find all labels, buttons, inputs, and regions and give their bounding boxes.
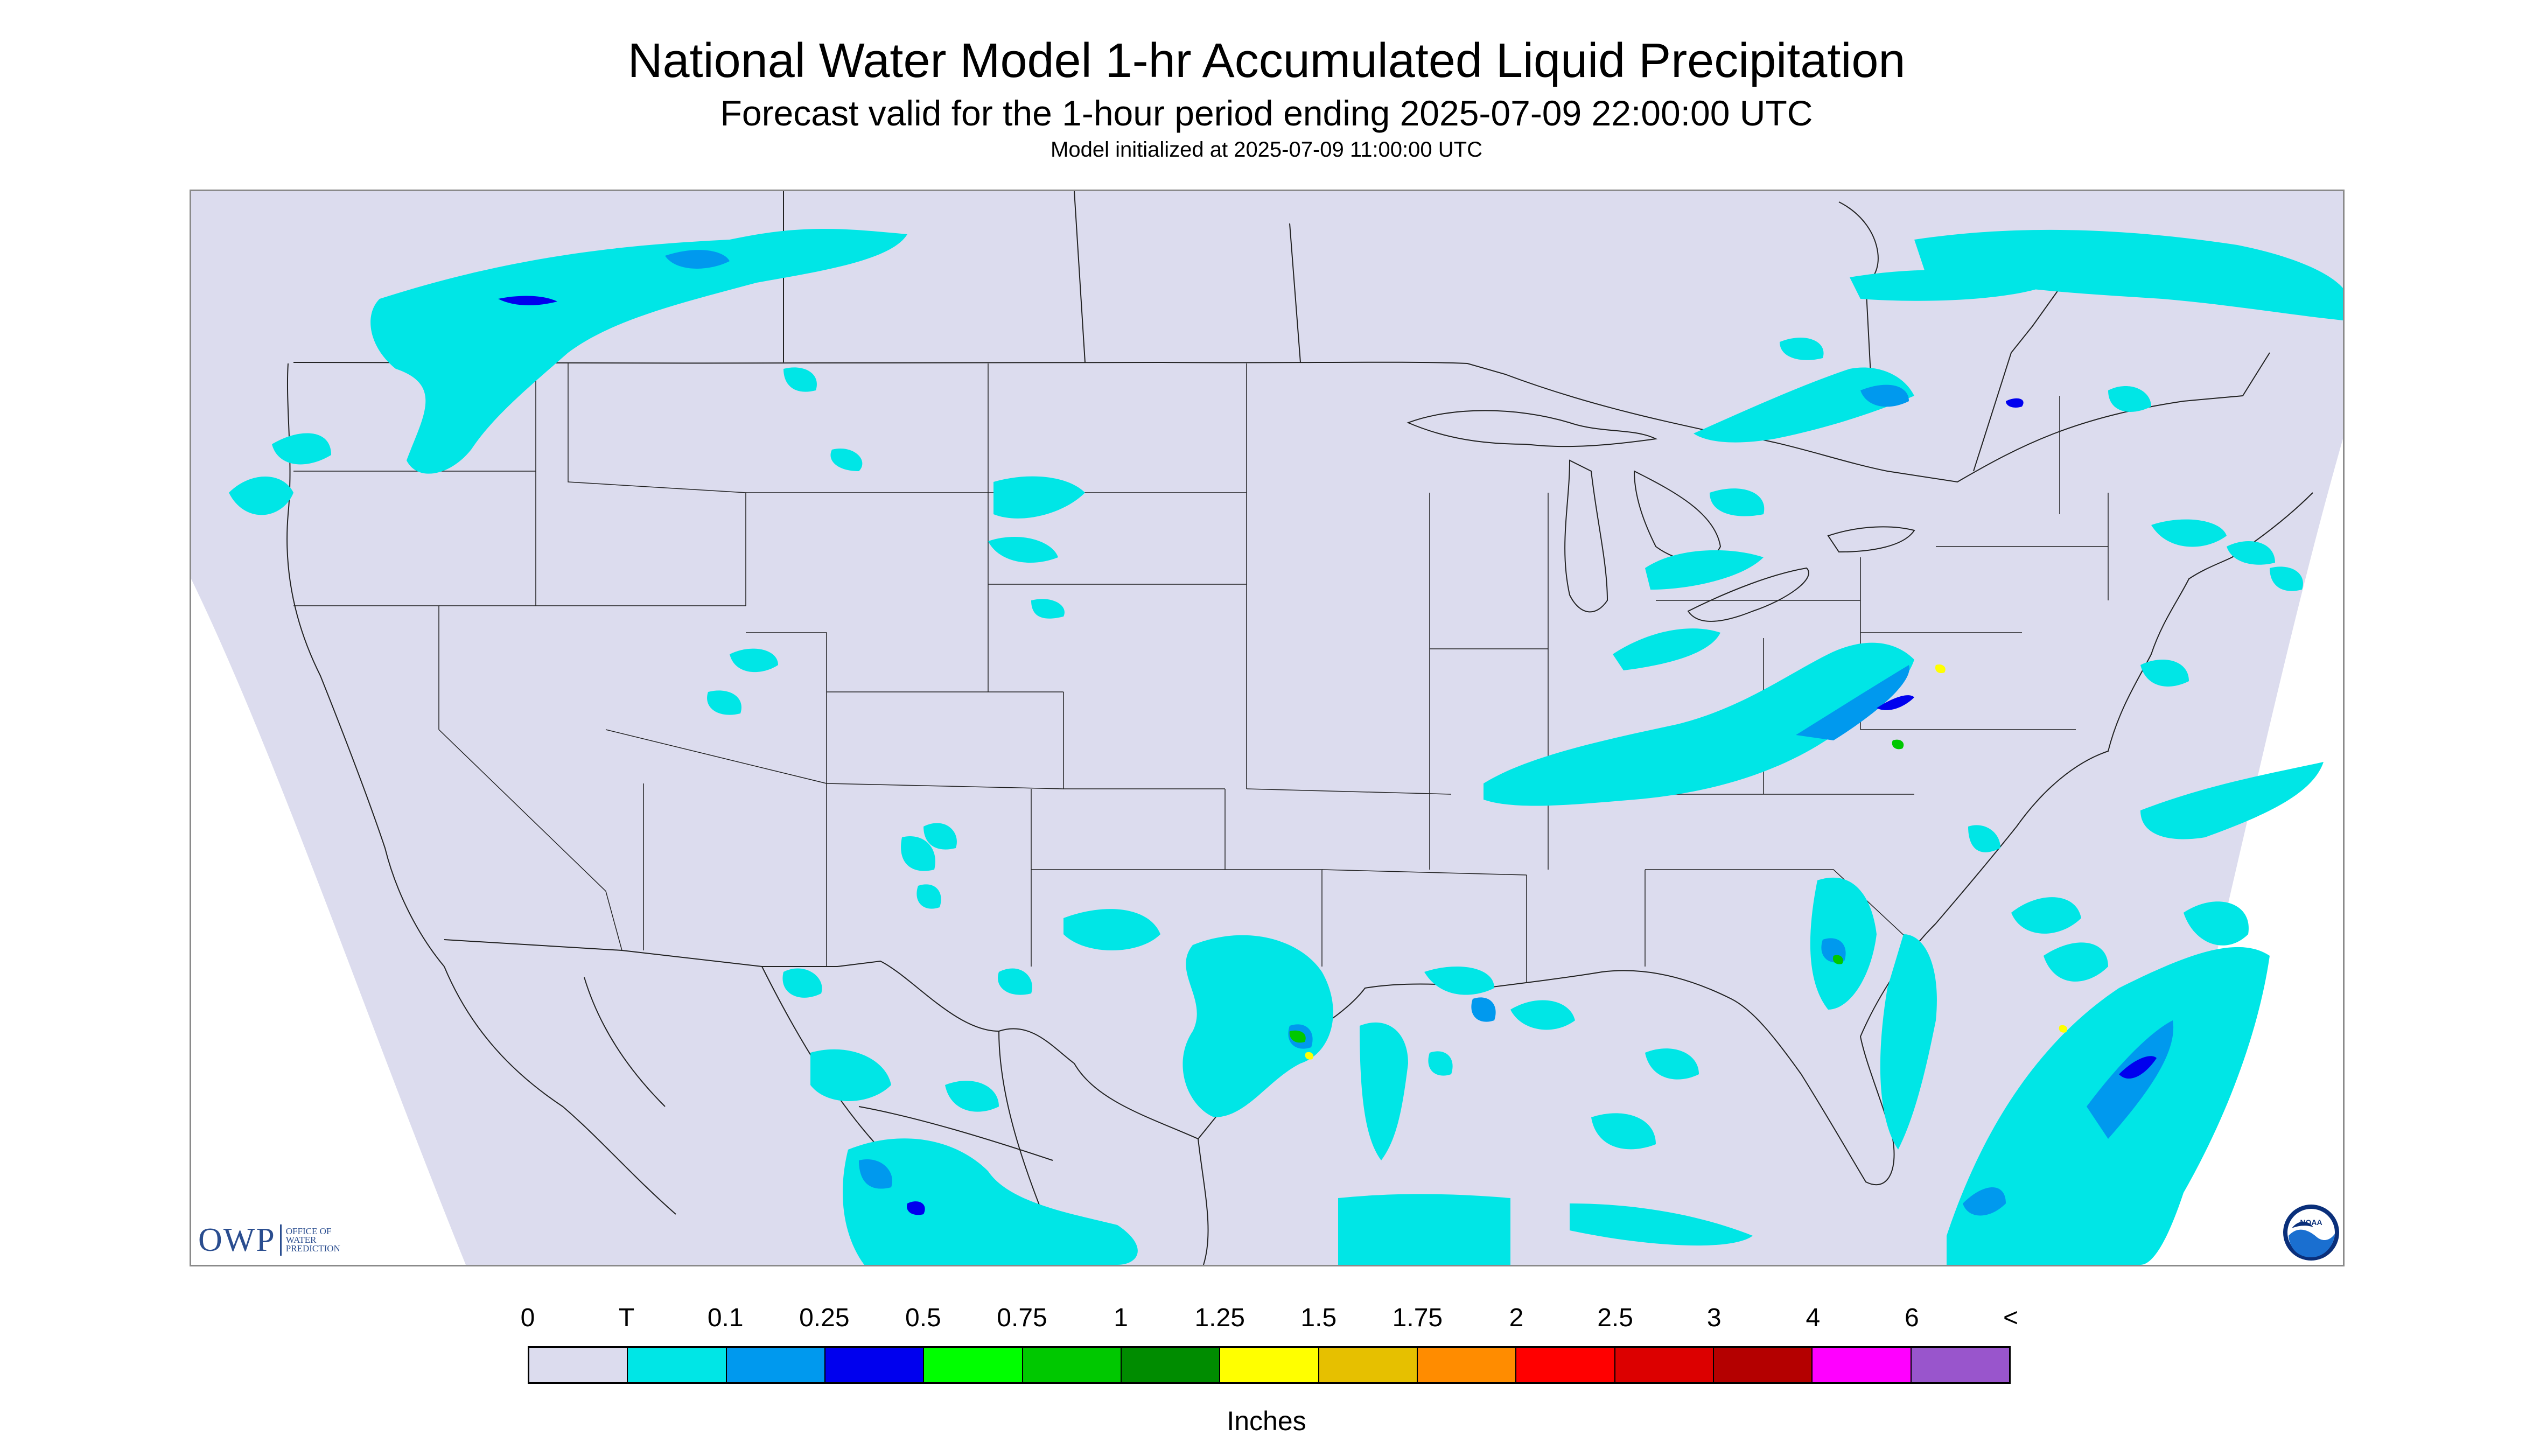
map-title: National Water Model 1-hr Accumulated Li…	[627, 34, 1906, 88]
legend-swatch	[1615, 1348, 1714, 1382]
legend-tick-label: <	[2003, 1304, 2019, 1332]
legend-tick-label: 2	[1509, 1304, 1524, 1332]
legend-swatch	[1220, 1348, 1319, 1382]
legend-swatch	[726, 1348, 825, 1382]
legend-tick-label: 1.5	[1300, 1304, 1337, 1332]
legend-swatch	[1911, 1348, 2009, 1382]
legend-tick-label: 0.25	[799, 1304, 850, 1332]
legend-swatch	[1713, 1348, 1813, 1382]
us-canada-border	[293, 352, 2270, 483]
legend-swatch	[529, 1348, 628, 1382]
precipitation-areas	[229, 229, 2343, 1265]
legend-swatch	[1023, 1348, 1122, 1382]
owp-subtext-line-2: WATER	[285, 1235, 317, 1245]
state-lines	[293, 363, 2109, 983]
us-mexico-border	[444, 939, 1199, 1139]
legend-tick-label: 4	[1806, 1304, 1821, 1332]
precip-heavy	[1289, 739, 1904, 1043]
legend-units: Inches	[1227, 1406, 1306, 1436]
precipitation-map	[190, 190, 2345, 1266]
legend-swatch	[628, 1348, 727, 1382]
legend-tick-label: T	[618, 1304, 635, 1332]
owp-logo-subtext: OFFICE OF WATER PREDICTION	[286, 1227, 340, 1253]
precip-moderate	[498, 296, 2157, 1215]
gulf-coastline	[1198, 826, 2017, 1186]
noaa-logo-icon: NOAA	[2283, 1205, 2339, 1261]
legend-swatch	[1121, 1348, 1221, 1382]
legend-tick-label: 0.75	[997, 1304, 1047, 1332]
svg-text:NOAA: NOAA	[2300, 1218, 2322, 1227]
owp-subtext-line-1: OFFICE OF	[285, 1226, 332, 1236]
legend-swatch	[825, 1348, 925, 1382]
legend-swatch	[924, 1348, 1023, 1382]
owp-logo: OWP OFFICE OF WATER PREDICTION	[198, 1221, 340, 1259]
precip-light	[665, 250, 2174, 1216]
precip-legend	[528, 1346, 2011, 1384]
owp-subtext-line-3: PREDICTION	[285, 1243, 340, 1254]
legend-swatch	[1516, 1348, 1615, 1382]
precip-intense	[1305, 664, 2068, 1060]
legend-swatch	[1813, 1348, 1912, 1382]
legend-swatch	[1417, 1348, 1517, 1382]
pacific-coastline	[286, 363, 445, 967]
legend-tick-label: 0	[520, 1304, 535, 1332]
owp-logo-text: OWP	[198, 1221, 276, 1258]
legend-tick-label: 1	[1114, 1304, 1128, 1332]
map-subtitle: Forecast valid for the 1-hour period end…	[720, 93, 1813, 133]
model-init-line: Model initialized at 2025-07-09 11:00:00…	[1051, 138, 1482, 162]
legend-tick-label: 3	[1706, 1304, 1722, 1332]
legend-tick-label: 6	[1905, 1304, 1919, 1332]
legend-tick-label: 1.75	[1392, 1304, 1443, 1332]
model-domain	[191, 191, 2343, 1265]
legend-tick-label: 0.5	[905, 1304, 941, 1332]
owp-logo-divider	[279, 1224, 282, 1256]
map-canvas	[191, 191, 2343, 1265]
legend-tick-label: 0.1	[707, 1304, 744, 1332]
legend-tick-label: 2.5	[1597, 1304, 1633, 1332]
great-lakes	[1407, 410, 1658, 447]
legend-swatch	[1319, 1348, 1418, 1382]
legend-tick-label: 1.25	[1194, 1304, 1245, 1332]
